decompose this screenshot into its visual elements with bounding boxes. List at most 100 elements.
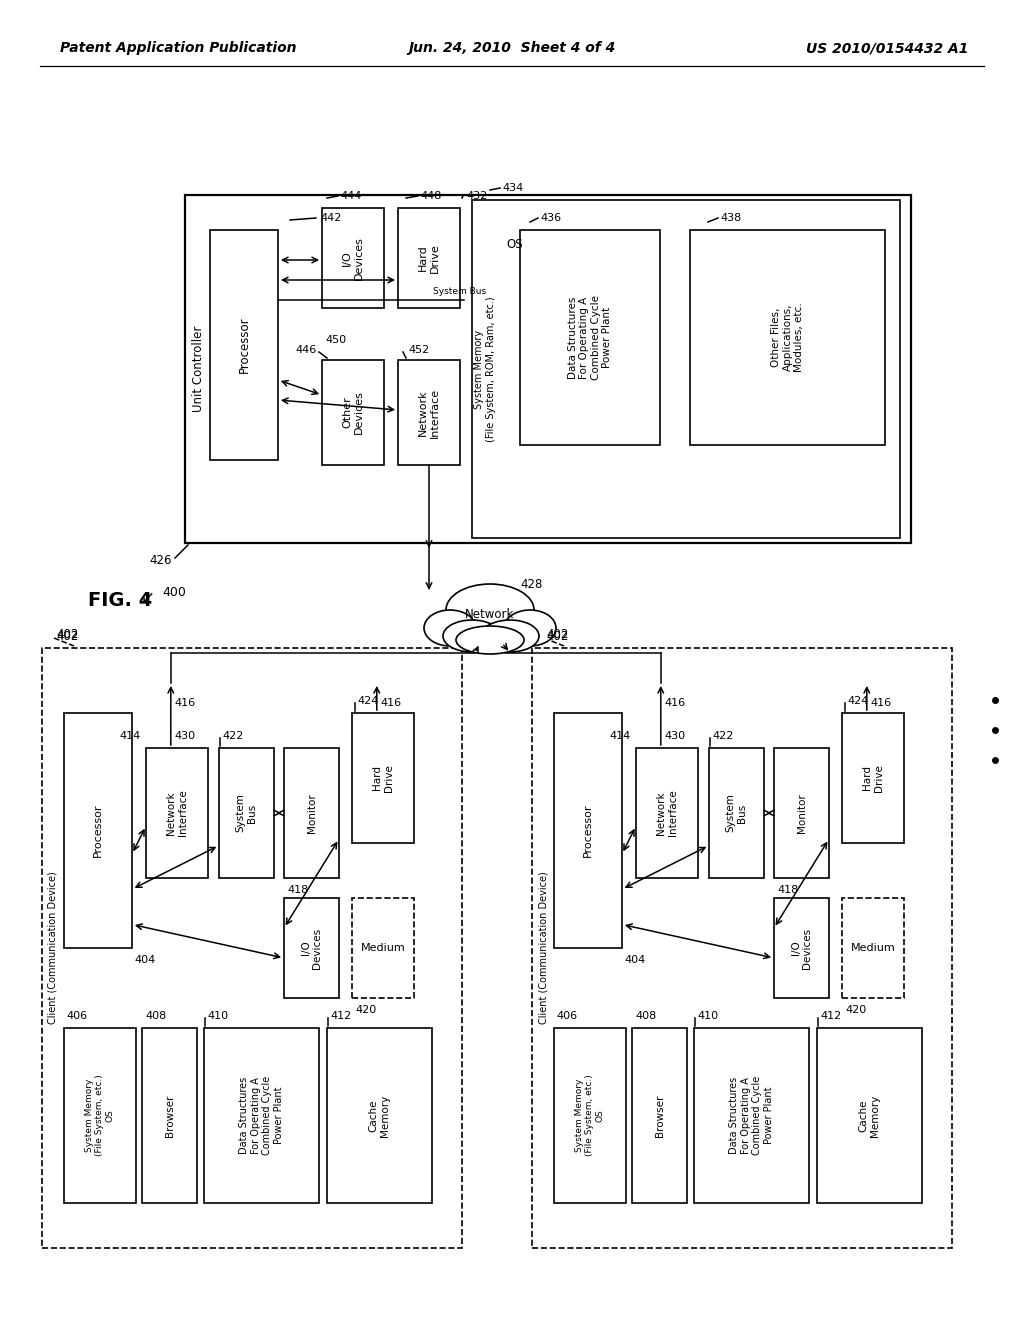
Text: System Memory
(File System, ROM, Ram, etc.): System Memory (File System, ROM, Ram, et… — [474, 296, 496, 442]
Text: Cache
Memory: Cache Memory — [369, 1094, 390, 1137]
Bar — [774, 898, 829, 998]
Text: Monitor: Monitor — [306, 793, 316, 833]
Bar — [842, 898, 904, 998]
Text: Data Structures
For Operating A
Combined Cycle
Power Plant: Data Structures For Operating A Combined… — [567, 294, 612, 380]
Text: 410: 410 — [697, 1011, 718, 1020]
Bar — [472, 201, 900, 539]
Text: 416: 416 — [175, 698, 196, 708]
Bar — [322, 209, 384, 308]
Text: System Bus: System Bus — [433, 288, 486, 297]
Text: Hard
Drive: Hard Drive — [862, 764, 884, 792]
Text: 424: 424 — [847, 696, 868, 706]
Bar — [398, 360, 460, 465]
Text: 406: 406 — [66, 1011, 87, 1020]
Bar — [632, 1028, 687, 1203]
Text: Hard
Drive: Hard Drive — [418, 243, 439, 273]
Text: 442: 442 — [319, 213, 341, 223]
Text: Data Structures
For Operating A
Combined Cycle
Power Plant: Data Structures For Operating A Combined… — [729, 1076, 774, 1155]
Text: 424: 424 — [357, 696, 379, 706]
Text: 420: 420 — [845, 1005, 866, 1015]
Text: Browser: Browser — [165, 1094, 174, 1137]
Bar — [694, 1028, 809, 1203]
Text: I/O
Devices: I/O Devices — [301, 928, 323, 969]
Text: 400: 400 — [162, 586, 186, 599]
Text: Hard
Drive: Hard Drive — [372, 764, 394, 792]
Bar — [554, 1028, 626, 1203]
Bar — [352, 898, 414, 998]
Text: 434: 434 — [502, 183, 523, 193]
Bar — [398, 209, 460, 308]
Text: Monitor: Monitor — [797, 793, 807, 833]
Text: 418: 418 — [777, 884, 799, 895]
Text: 408: 408 — [145, 1011, 166, 1020]
Text: 416: 416 — [381, 698, 402, 708]
Bar — [636, 748, 698, 878]
Bar — [352, 713, 414, 843]
Text: OS: OS — [507, 239, 523, 252]
Bar — [690, 230, 885, 445]
Ellipse shape — [443, 620, 501, 652]
Text: 422: 422 — [712, 731, 733, 741]
Text: Other
Devices: Other Devices — [342, 391, 364, 434]
Text: Client (Communication Device): Client (Communication Device) — [538, 871, 548, 1024]
Text: 412: 412 — [820, 1011, 842, 1020]
Text: 422: 422 — [222, 731, 244, 741]
Text: 432: 432 — [466, 191, 487, 201]
Text: System Memory
(File System, etc.)
OS: System Memory (File System, etc.) OS — [85, 1074, 115, 1156]
Bar — [327, 1028, 432, 1203]
Bar — [532, 648, 952, 1247]
Text: Network
Interface: Network Interface — [656, 789, 678, 837]
Ellipse shape — [424, 610, 476, 645]
Bar — [774, 748, 829, 878]
Text: US 2010/0154432 A1: US 2010/0154432 A1 — [806, 41, 968, 55]
Text: 420: 420 — [355, 1005, 376, 1015]
Text: 406: 406 — [556, 1011, 578, 1020]
Text: Network
Interface: Network Interface — [166, 789, 187, 837]
Text: 412: 412 — [330, 1011, 351, 1020]
Text: Jun. 24, 2010  Sheet 4 of 4: Jun. 24, 2010 Sheet 4 of 4 — [409, 41, 615, 55]
Text: FIG. 4: FIG. 4 — [88, 590, 153, 610]
Text: Patent Application Publication: Patent Application Publication — [60, 41, 297, 55]
Bar — [284, 748, 339, 878]
Text: 418: 418 — [287, 884, 308, 895]
Bar — [817, 1028, 922, 1203]
Bar — [709, 748, 764, 878]
Text: 402: 402 — [56, 630, 79, 643]
Bar — [63, 713, 132, 948]
Bar — [520, 230, 660, 445]
Text: 444: 444 — [340, 191, 361, 201]
Text: 448: 448 — [420, 191, 441, 201]
Bar — [204, 1028, 319, 1203]
Text: 414: 414 — [609, 731, 631, 741]
Text: 402: 402 — [546, 627, 568, 640]
Text: Medium: Medium — [360, 942, 406, 953]
Text: 426: 426 — [150, 554, 172, 568]
Ellipse shape — [504, 610, 556, 645]
Bar — [210, 230, 278, 459]
Text: Network
Interface: Network Interface — [418, 388, 439, 437]
Ellipse shape — [446, 583, 534, 636]
Text: 430: 430 — [665, 731, 686, 741]
Text: 408: 408 — [635, 1011, 656, 1020]
Text: $\swarrow$: $\swarrow$ — [136, 589, 154, 607]
Text: 450: 450 — [325, 335, 346, 345]
Bar — [142, 1028, 197, 1203]
Text: Network: Network — [465, 609, 515, 622]
Text: 404: 404 — [624, 954, 645, 965]
Text: System Memory
(File System, etc.)
OS: System Memory (File System, etc.) OS — [575, 1074, 605, 1156]
Text: Browser: Browser — [654, 1094, 665, 1137]
Bar — [146, 748, 208, 878]
Text: Medium: Medium — [851, 942, 895, 953]
Bar — [284, 898, 339, 998]
Text: 428: 428 — [520, 578, 543, 591]
Text: 446: 446 — [296, 345, 317, 355]
Ellipse shape — [456, 626, 524, 653]
Text: 416: 416 — [870, 698, 892, 708]
Text: Unit Controller: Unit Controller — [191, 326, 205, 412]
Text: Data Structures
For Operating A
Combined Cycle
Power Plant: Data Structures For Operating A Combined… — [239, 1076, 284, 1155]
Text: System
Bus: System Bus — [726, 793, 748, 833]
Ellipse shape — [481, 620, 539, 652]
Bar — [219, 748, 274, 878]
Text: 414: 414 — [120, 731, 141, 741]
Text: I/O
Devices: I/O Devices — [791, 928, 812, 969]
